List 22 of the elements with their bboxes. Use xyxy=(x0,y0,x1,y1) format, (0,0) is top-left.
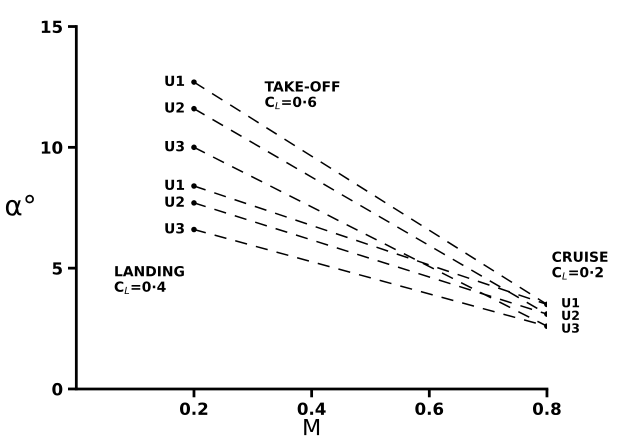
series-label: U1 xyxy=(165,180,184,190)
x-tick-label: 0.4 xyxy=(298,402,326,416)
y-tick-label: 10 xyxy=(42,141,62,154)
y-tick-label: 15 xyxy=(42,20,62,34)
x-tick-label: 0.2 xyxy=(180,402,208,416)
series-label: U3 xyxy=(165,140,184,152)
y-axis-title: α° xyxy=(6,194,34,216)
text: CRUISE C$_{L}$=0·2 xyxy=(552,251,608,280)
y-tick-label: 5 xyxy=(52,262,62,275)
x-axis-title: M xyxy=(304,418,320,436)
annotation: LANDING C$_{L}$=0·4 xyxy=(114,266,184,294)
series-label: U2 xyxy=(165,102,184,113)
series-label: U3 xyxy=(165,223,184,234)
text: U3 xyxy=(562,323,579,333)
x-tick-label: 0.8 xyxy=(532,402,561,416)
series-label: U1 xyxy=(165,76,184,86)
annotation: TAKE-OFF C$_{L}$=0·6 xyxy=(264,81,340,110)
x-tick-label: 0.6 xyxy=(415,402,444,416)
text: U2 xyxy=(562,310,579,320)
text: U1 xyxy=(562,298,580,308)
series-label: U2 xyxy=(165,196,184,207)
y-tick-label: 0 xyxy=(52,382,62,396)
